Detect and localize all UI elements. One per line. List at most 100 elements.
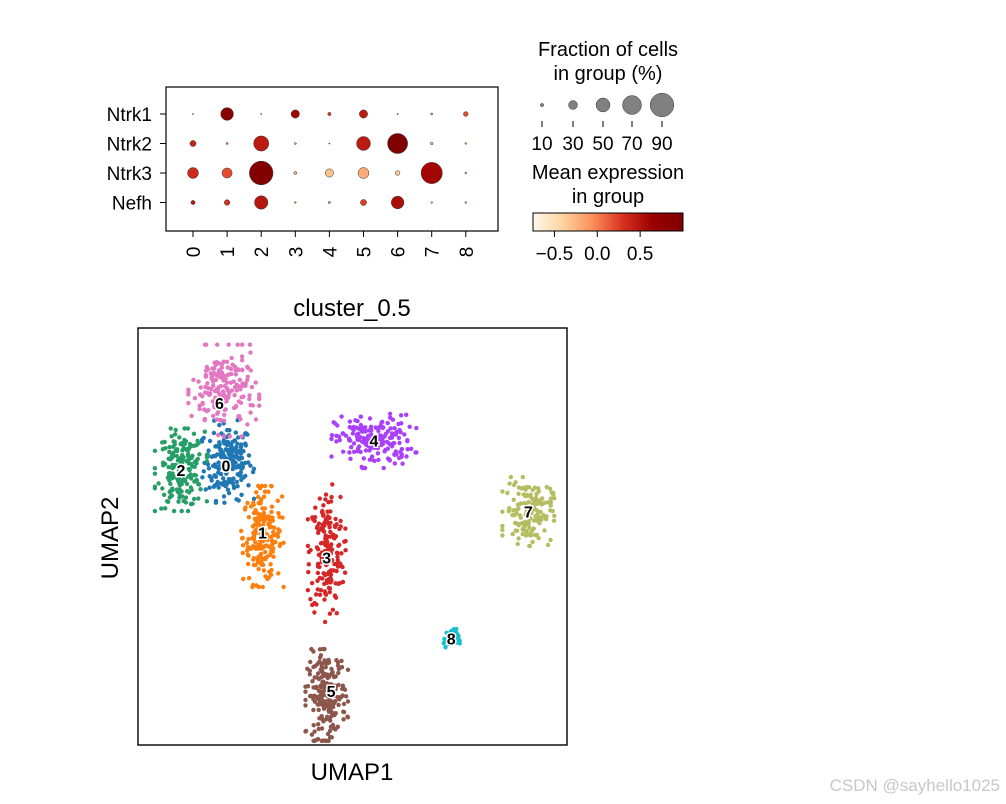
umap-label-6: 6 xyxy=(215,396,224,413)
umap-point xyxy=(325,561,330,566)
umap-point xyxy=(339,414,344,419)
umap-point xyxy=(339,665,345,670)
umap-point xyxy=(277,514,282,520)
umap-point xyxy=(270,515,275,520)
umap-point xyxy=(315,587,320,592)
umap-point xyxy=(225,456,230,461)
size-legend-dot-70 xyxy=(622,95,642,115)
umap-point xyxy=(194,442,199,448)
umap-point xyxy=(214,397,219,402)
umap-point xyxy=(309,732,315,737)
umap-point xyxy=(197,452,202,457)
umap-point xyxy=(513,528,518,533)
umap-point xyxy=(258,531,264,536)
umap-point xyxy=(224,380,230,385)
umap-point xyxy=(402,432,407,437)
umap-point xyxy=(229,355,234,361)
umap-point xyxy=(531,526,536,531)
umap-point xyxy=(260,584,265,590)
umap-point xyxy=(330,670,335,675)
umap-point xyxy=(226,490,232,496)
umap-xlabel: UMAP1 xyxy=(311,759,394,786)
umap-point xyxy=(240,358,245,363)
umap-point xyxy=(325,514,330,519)
umap-point xyxy=(313,592,319,597)
umap-point xyxy=(308,597,313,602)
umap-point xyxy=(303,697,308,703)
umap-point xyxy=(259,497,264,502)
umap-point xyxy=(224,399,229,404)
dotplot-frame xyxy=(165,86,499,232)
umap-point xyxy=(241,475,246,480)
umap-point xyxy=(256,500,261,506)
umap-point xyxy=(457,638,462,643)
umap-point xyxy=(275,534,281,539)
umap-point xyxy=(323,738,328,743)
umap-point xyxy=(522,520,527,526)
umap-point xyxy=(331,420,336,425)
umap-point xyxy=(508,474,514,480)
umap-point xyxy=(399,446,405,452)
umap-point xyxy=(375,451,381,456)
umap-point xyxy=(367,416,373,421)
umap-point xyxy=(312,610,317,615)
group-label-4: 4 xyxy=(320,246,341,257)
umap-point xyxy=(366,428,372,433)
umap-point xyxy=(225,427,230,433)
umap-point xyxy=(311,649,316,654)
umap-point xyxy=(315,661,320,667)
umap-point xyxy=(281,540,286,545)
umap-point xyxy=(325,548,330,554)
dot-nefh-group-6 xyxy=(391,195,405,210)
umap-point xyxy=(305,543,311,549)
umap-label-7: 7 xyxy=(524,504,533,521)
size-legend: Fraction of cells in group (%) 10 30 50 70 9… xyxy=(531,39,678,155)
umap-point xyxy=(217,452,223,457)
umap-point xyxy=(240,342,245,347)
dot-ntrk1-group-0 xyxy=(192,113,194,115)
umap-point xyxy=(231,460,236,465)
umap-point xyxy=(398,413,404,418)
umap-point xyxy=(221,476,226,481)
umap-title: cluster_0.5 xyxy=(293,295,410,322)
umap-point xyxy=(327,611,333,616)
dot-ntrk3-group-4 xyxy=(325,168,334,178)
umap-point xyxy=(322,619,328,625)
umap-point xyxy=(530,506,535,511)
umap-point xyxy=(532,485,538,490)
umap-point xyxy=(414,425,419,431)
umap-point xyxy=(328,529,333,535)
umap-point xyxy=(213,403,219,408)
umap-point xyxy=(194,478,200,483)
umap-point xyxy=(320,540,325,545)
umap-point xyxy=(226,463,231,468)
umap-point xyxy=(239,455,245,461)
dotplot-panel: Ntrk1 Ntrk2 Ntrk3 Nefh 0 1 2 3 4 5 6 7 8 xyxy=(107,86,499,258)
umap-point xyxy=(169,493,175,498)
umap-point xyxy=(260,545,266,550)
umap-point xyxy=(187,441,193,447)
umap-point xyxy=(216,460,221,465)
umap-point xyxy=(239,461,245,466)
umap-point xyxy=(191,431,197,436)
group-label-2: 2 xyxy=(252,247,273,258)
umap-point xyxy=(372,458,377,463)
umap-point xyxy=(269,509,274,515)
umap-point xyxy=(545,500,551,505)
umap-point xyxy=(221,390,226,395)
umap-point xyxy=(241,576,246,582)
umap-point xyxy=(441,641,446,646)
dotplot-gene-labels: Ntrk1 Ntrk2 Ntrk3 Nefh xyxy=(107,105,166,215)
color-legend: Mean expression in group −0.5 0.0 0.5 xyxy=(532,162,684,265)
umap-point xyxy=(232,393,237,398)
umap-point xyxy=(245,374,250,379)
umap-label-4: 4 xyxy=(369,434,378,451)
umap-point xyxy=(333,534,339,539)
umap-point xyxy=(253,517,259,523)
dot-ntrk2-group-1 xyxy=(225,142,229,145)
umap-point xyxy=(516,491,521,496)
umap-point xyxy=(222,407,227,413)
umap-point xyxy=(364,437,369,443)
umap-point xyxy=(339,658,344,664)
dot-ntrk2-group-4 xyxy=(328,142,331,145)
